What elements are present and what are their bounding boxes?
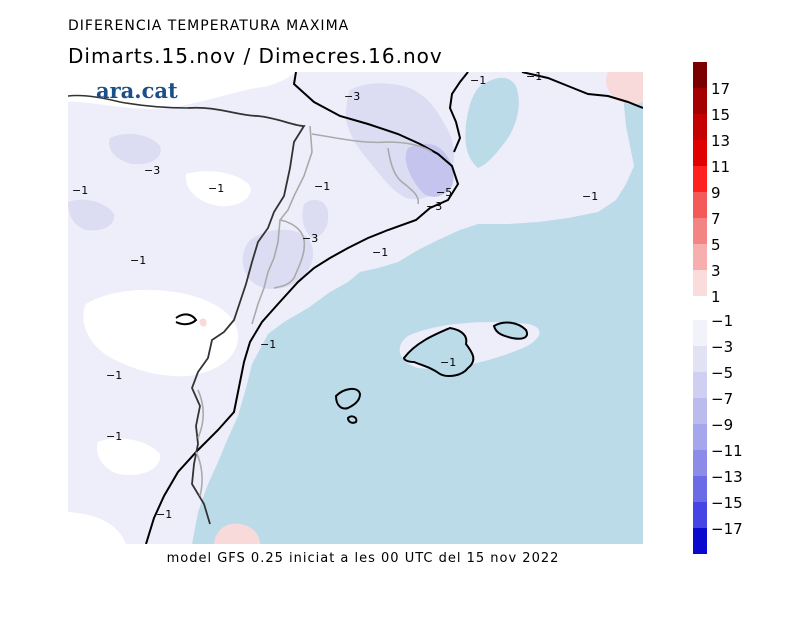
legend-swatch — [693, 502, 707, 528]
legend-label: 3 — [711, 262, 721, 280]
formentera-island — [346, 415, 358, 424]
legend-label: 7 — [711, 210, 721, 228]
contour-label: −5 — [436, 186, 452, 199]
legend-label: −17 — [711, 520, 743, 538]
contour-label: −1 — [314, 180, 330, 193]
legend-swatch — [693, 62, 707, 88]
legend-label: −5 — [711, 364, 733, 382]
legend-swatch — [693, 88, 707, 114]
region-boundary — [195, 389, 205, 497]
legend-label: 9 — [711, 184, 721, 202]
band-plus1 — [606, 72, 643, 105]
band-minus3 — [109, 133, 161, 165]
legend-label: −9 — [711, 416, 733, 434]
legend-swatch — [693, 450, 707, 476]
legend-swatch — [693, 218, 707, 244]
contour-label: −1 — [372, 246, 388, 259]
legend-label: −13 — [711, 468, 743, 486]
legend-label: 13 — [711, 132, 730, 150]
legend-swatch — [693, 372, 707, 398]
legend-label: 15 — [711, 106, 730, 124]
country-border — [187, 106, 306, 525]
legend-swatch — [693, 398, 707, 424]
map-title: DIFERENCIA TEMPERATURA MAXIMA — [68, 18, 350, 34]
legend-swatch — [693, 424, 707, 450]
contour-label: −1 — [106, 430, 122, 443]
band-minus3 — [302, 199, 329, 238]
legend-label: −7 — [711, 390, 733, 408]
contour-label: −1 — [106, 369, 122, 382]
contour-label: −3 — [302, 232, 318, 245]
temperature-difference-map: −1 −3 −1 −1 −1 −3 −1 −5 −3 −3 −1 −1 −1 −… — [68, 72, 643, 544]
region-boundary — [273, 219, 306, 289]
contour-label: −1 — [470, 74, 486, 87]
map-period: Dimarts.15.nov / Dimecres.16.nov — [68, 44, 443, 68]
contour-label: −3 — [426, 200, 442, 213]
band-minus1-hole — [185, 171, 251, 207]
legend-label: −11 — [711, 442, 743, 460]
legend-swatch — [693, 166, 707, 192]
band-minus1-hole — [83, 289, 239, 377]
contour-label: −1 — [72, 184, 88, 197]
contour-label: −1 — [260, 338, 276, 351]
legend-swatch — [693, 192, 707, 218]
coastline — [145, 72, 460, 544]
menorca-island — [492, 321, 528, 340]
contour-label: −1 — [582, 190, 598, 203]
band-plus1 — [214, 523, 260, 544]
coastline-east — [521, 72, 643, 109]
coastline-north — [448, 72, 469, 153]
country-border-west — [68, 94, 189, 109]
band-minus1-hole — [96, 438, 161, 476]
legend-label: 11 — [711, 158, 730, 176]
legend-swatch — [693, 244, 707, 270]
color-legend: 17 15 13 11 9 7 5 3 1 −1 −3 −5 −7 −9 −11 −13 −15 −17 — [693, 62, 743, 554]
ara-cat-logo[interactable]: ara.cat — [96, 78, 178, 103]
contour-label: −1 — [440, 356, 456, 369]
legend-label: −15 — [711, 494, 743, 512]
legend-swatch — [693, 528, 707, 554]
contour-label: −1 — [130, 254, 146, 267]
legend-label: 5 — [711, 236, 721, 254]
legend-swatch — [693, 476, 707, 502]
region-boundary — [251, 125, 313, 325]
band-plus1 — [199, 318, 207, 327]
contour-labels: −1 −3 −1 −1 −1 −3 −1 −5 −3 −3 −1 −1 −1 −… — [72, 72, 598, 521]
legend-label: 17 — [711, 80, 730, 98]
sea-gulf — [465, 77, 519, 168]
legend-swatch — [693, 270, 707, 296]
contour-label: −3 — [144, 164, 160, 177]
legend-label: −3 — [711, 338, 733, 356]
contour-label: −3 — [344, 90, 360, 103]
mallorca-island — [402, 326, 475, 377]
coastline-cap — [175, 313, 198, 326]
legend-label: −1 — [711, 312, 733, 330]
region-boundary — [311, 133, 433, 153]
band-minus3 — [68, 199, 115, 231]
legend-swatch — [693, 346, 707, 372]
contour-label: −1 — [526, 72, 542, 83]
legend-swatch — [693, 114, 707, 140]
eivissa-island — [334, 388, 362, 410]
legend-swatch — [693, 140, 707, 166]
legend-swatch — [693, 320, 707, 346]
model-info: model GFS 0.25 iniciat a les 00 UTC del … — [166, 551, 560, 566]
region-boundary — [387, 147, 420, 205]
contour-label: −1 — [156, 508, 172, 521]
legend-label: 1 — [711, 288, 721, 306]
contour-label: −1 — [208, 182, 224, 195]
